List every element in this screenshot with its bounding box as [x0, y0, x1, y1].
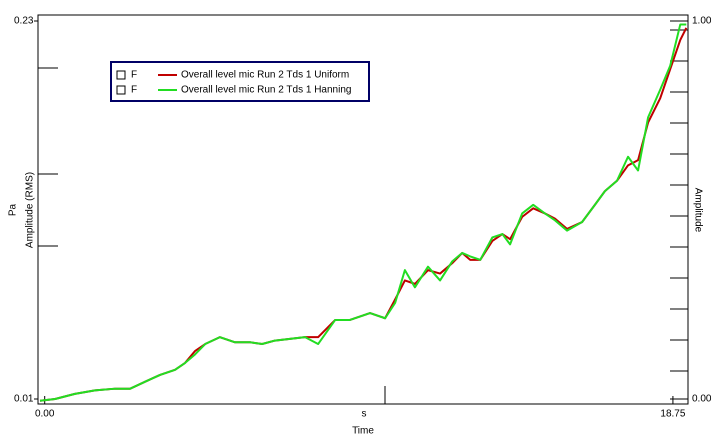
x-unit: s	[362, 409, 367, 420]
plot-frame	[37, 14, 689, 405]
x-tick-label: 0.00	[35, 409, 55, 420]
series-line	[39, 23, 687, 402]
legend	[110, 61, 370, 102]
x-axis-title: Time	[352, 426, 374, 437]
legend-label: Overall level mic Run 2 Tds 1 Hanning	[181, 85, 351, 96]
decorative-ticks	[38, 67, 386, 404]
legend-prefix: F	[131, 85, 137, 96]
y-tick-label: 0.23	[14, 16, 34, 27]
y2-axis-title: Amplitude	[692, 188, 703, 233]
y-axis-title: Amplitude (RMS)	[25, 172, 36, 248]
legend-checkbox	[116, 70, 126, 80]
y2-tick-label: 1.00	[692, 16, 712, 27]
y-tick-label: 0.01	[14, 394, 34, 405]
legend-checkbox	[116, 85, 126, 95]
legend-prefix: F	[131, 70, 137, 81]
legend-label: Overall level mic Run 2 Tds 1 Uniform	[181, 70, 349, 81]
y-unit: Pa	[8, 203, 19, 216]
x-tick-label: 18.75	[660, 409, 685, 420]
y2-tick-label: 0.00	[692, 394, 712, 405]
